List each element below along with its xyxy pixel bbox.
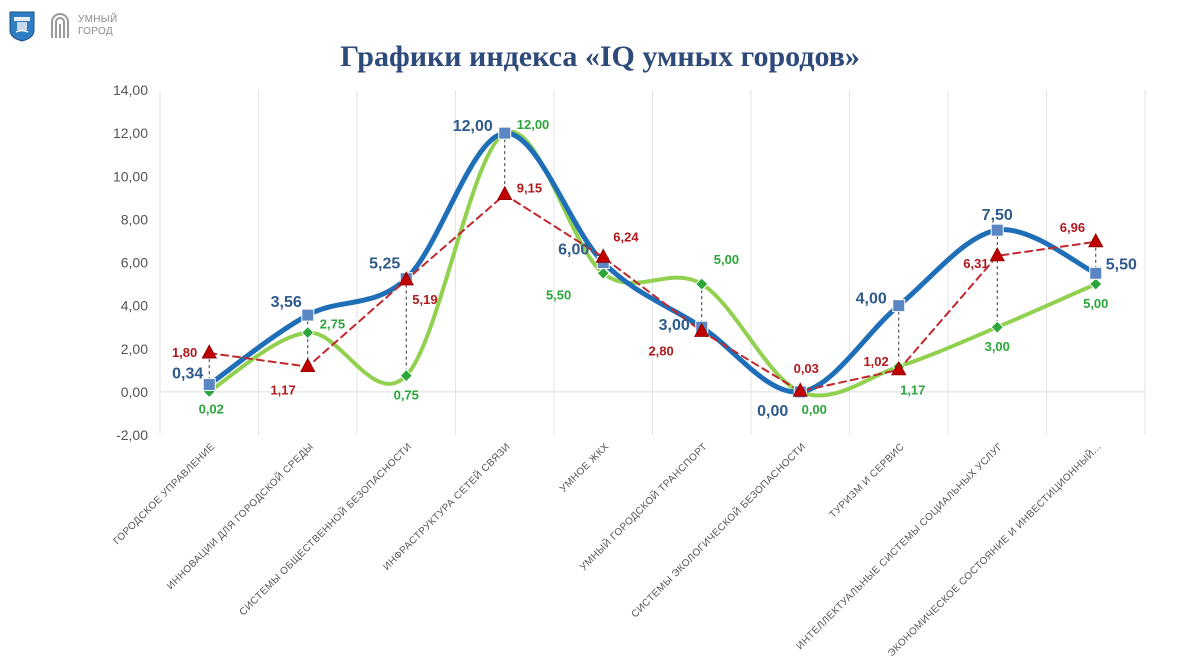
x-tick-label: ЭКОНОМИЧЕСКОЕ СОСТОЯНИЕ И ИНВЕСТИЦИОННЫЙ… [885, 440, 1104, 659]
data-label-green: 0,00 [802, 402, 827, 417]
data-label-red: 0,03 [794, 361, 819, 376]
series-line-green [207, 129, 1098, 398]
marker-square [498, 126, 512, 140]
data-label-blue: 0,00 [757, 403, 788, 420]
data-label-blue: 3,00 [659, 317, 690, 334]
marker-triangle [497, 185, 513, 200]
data-label-blue: 5,50 [1106, 256, 1137, 273]
x-tick-label: СИСТЕМЫ ОБЩЕСТВЕННОЙ БЕЗОПАСНОСТИ [236, 440, 414, 618]
y-tick-label: 2,00 [121, 341, 148, 357]
marker-diamond [301, 325, 315, 340]
y-tick-label: 14,00 [113, 82, 148, 98]
axis-layer: -2,00 0,00 2,00 4,00 6,00 8,00 10,00 12,00 14,00… [112, 82, 1104, 659]
marker-square [990, 223, 1004, 237]
grid-layer [159, 90, 1146, 435]
y-tick-label: 4,00 [121, 298, 148, 314]
marker-triangle [792, 382, 808, 397]
series-line-blue [206, 130, 1099, 395]
y-tick-label: -2,00 [116, 427, 148, 443]
x-tick-label: СИСТЕМЫ ЭКОЛОГИЧЕСКОЙ БЕЗОПАСНОСТИ [628, 440, 808, 620]
marker-triangle [1088, 232, 1104, 248]
brand-text-line1: УМНЫЙ [78, 14, 118, 25]
marker-triangle [694, 322, 710, 337]
marker-diamond [1089, 277, 1103, 291]
data-label-green: 12,00 [517, 117, 550, 132]
data-label-green: 1,17 [900, 383, 925, 398]
data-label-blue: 3,56 [271, 294, 302, 311]
fingerprint-icon [51, 13, 69, 38]
marker-diamond [695, 277, 709, 291]
brand-text: УМНЫЙ ГОРОД [78, 14, 117, 38]
data-label-green: 2,75 [320, 317, 345, 332]
data-label-blue: 7,50 [982, 207, 1013, 224]
marker-square [1089, 266, 1103, 280]
marker-triangle [201, 344, 217, 359]
marker-diamond [399, 368, 413, 383]
label-layer: 0,34 3,56 5,25 12,00 6,00 3,00 0,00 4,00 7,50 5,5… [172, 117, 1137, 420]
data-label-red: 6,31 [963, 256, 988, 271]
data-label-red: 1,02 [863, 354, 888, 369]
marker-diamond [990, 320, 1004, 334]
series-layer [201, 126, 1104, 399]
marker-square [892, 299, 906, 313]
marker-triangle [398, 271, 414, 286]
data-label-red: 1,17 [270, 383, 295, 398]
brand-text-line2: ГОРОД [78, 26, 113, 37]
marker-triangle [300, 357, 316, 373]
series-line-red [208, 193, 1097, 393]
data-label-green: 5,00 [714, 252, 739, 267]
data-label-green: 0,75 [394, 388, 419, 403]
data-label-red: 5,19 [412, 292, 437, 307]
marker-square [202, 378, 216, 392]
data-label-blue: 0,34 [172, 366, 203, 383]
data-label-red: 2,80 [648, 344, 673, 359]
y-tick-label: 0,00 [121, 384, 148, 400]
chart-title: Графики индекса «IQ умных городов» [340, 40, 860, 73]
data-label-green: 0,02 [199, 401, 224, 416]
x-tick-label: ГОРОДСКОЕ УПРАВЛЕНИЕ [112, 441, 218, 547]
y-tick-label: 8,00 [121, 211, 148, 227]
y-tick-label: 10,00 [113, 168, 148, 184]
data-label-blue: 12,00 [453, 118, 493, 135]
marker-square [301, 308, 315, 322]
data-label-red: 9,15 [517, 181, 542, 196]
data-label-red: 1,80 [172, 345, 197, 360]
data-label-green: 5,00 [1083, 296, 1108, 311]
data-label-green: 5,50 [546, 287, 571, 302]
data-label-blue: 5,25 [369, 256, 400, 273]
marker-diamond [596, 266, 610, 280]
x-tick-label: ИНТЕЛЛЕКТУАЛЬНЫЕ СИСТЕМЫ СОЦИАЛЬНЫХ УСЛУ… [795, 441, 1006, 652]
data-label-green: 3,00 [985, 339, 1010, 354]
data-label-red: 6,24 [613, 229, 639, 244]
x-tick-label: УМНОЕ ЖКХ [558, 441, 611, 494]
marker-triangle [989, 246, 1005, 262]
marker-triangle [595, 248, 611, 263]
city-crest-icon [9, 11, 35, 42]
data-label-blue: 4,00 [856, 291, 887, 308]
marker-triangle [891, 361, 907, 376]
y-tick-label: 6,00 [121, 255, 148, 271]
data-label-blue: 6,00 [558, 242, 589, 259]
x-tick-label: ТУРИЗМ И СЕРВИС [828, 441, 907, 520]
y-tick-label: 12,00 [113, 125, 148, 141]
data-label-red: 6,96 [1060, 220, 1085, 235]
logo-area: УМНЫЙ ГОРОД [8, 10, 117, 42]
